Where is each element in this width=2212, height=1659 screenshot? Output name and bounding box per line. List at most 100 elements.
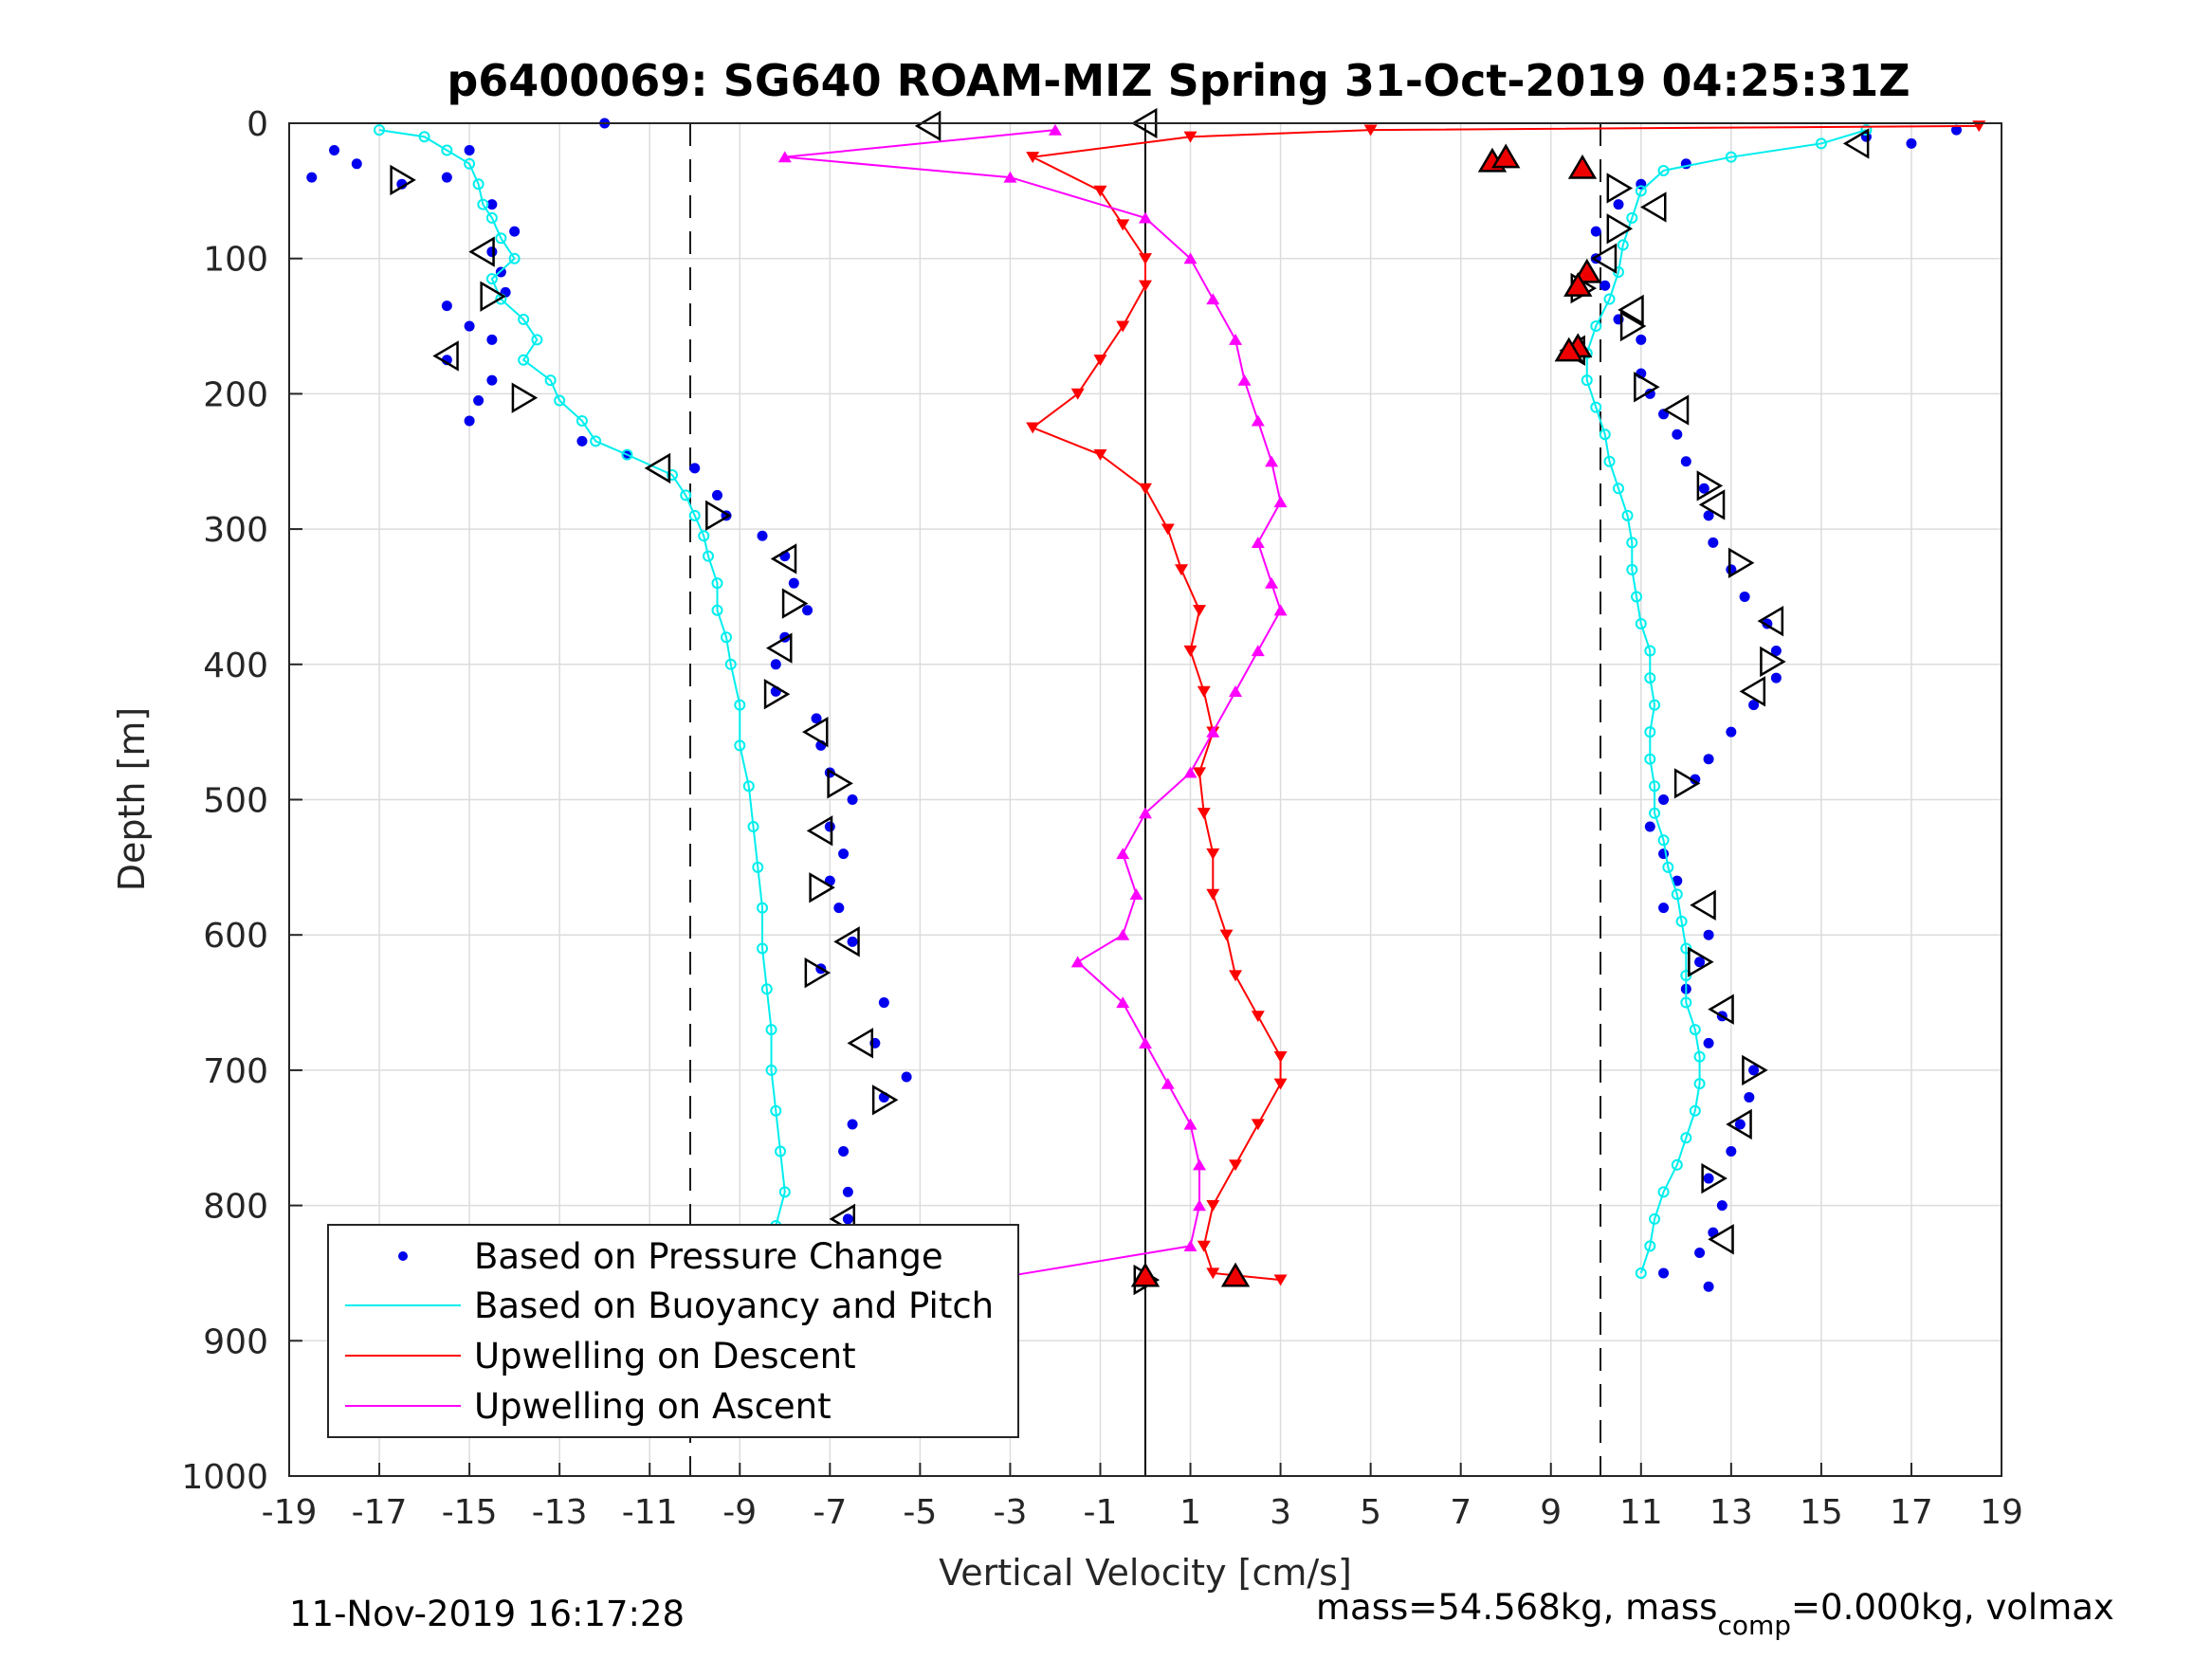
upwelling_ascent-point: [1193, 1199, 1207, 1212]
pressure-point: [847, 936, 858, 947]
open-triangle-marker: [1634, 372, 1660, 403]
upwelling_descent-point: [1229, 1159, 1243, 1172]
upwelling_descent-point: [1197, 808, 1211, 820]
pressure-point: [1734, 1119, 1746, 1130]
y-tick-label: 800: [203, 1188, 268, 1227]
open-triangle-marker: [781, 588, 809, 619]
pressure-point: [712, 489, 722, 501]
upwelling_ascent-point: [1116, 848, 1130, 860]
y-tick-label: 200: [203, 375, 268, 414]
buoyancy-point: [1680, 996, 1692, 1009]
pressure-point: [802, 605, 814, 616]
open-triangle-marker: [871, 1085, 899, 1116]
open-triangle-marker: [1739, 676, 1766, 707]
buoyancy-point: [472, 178, 484, 191]
pressure-point: [441, 301, 452, 312]
series-upwelling_ascent: [777, 123, 1288, 1282]
buoyancy-point: [734, 739, 746, 752]
pressure-point: [847, 1119, 858, 1130]
x-tick-label: -13: [532, 1493, 588, 1532]
x-axis-label: Vertical Velocity [cm/s]: [939, 1552, 1352, 1594]
buoyancy-point: [464, 157, 476, 170]
buoyancy-point: [441, 144, 453, 156]
buoyancy-point: [1693, 1078, 1706, 1090]
upwelling_ascent-point: [1183, 1240, 1197, 1252]
pressure-point: [689, 463, 701, 474]
buoyancy-point: [1671, 1158, 1683, 1171]
footer-timestamp: 11-Nov-2019 16:17:28: [289, 1594, 685, 1634]
pressure-point: [878, 997, 889, 1009]
x-tick-label: 7: [1450, 1493, 1472, 1532]
y-tick-label: 0: [247, 105, 268, 144]
upwelling_descent-point: [1273, 1051, 1288, 1063]
buoyancy-point: [531, 334, 543, 346]
buoyancy-point: [1860, 124, 1873, 137]
upwelling_ascent-point: [1193, 1158, 1207, 1171]
y-tick-label: 300: [203, 511, 268, 550]
pressure-point: [1672, 875, 1683, 886]
open-triangle-marker: [914, 110, 941, 142]
legend-label-ascent: Upwelling on Ascent: [474, 1386, 832, 1427]
y-tick-label: 400: [203, 647, 268, 685]
y-tick-label: 700: [203, 1052, 268, 1091]
x-tick-label: 11: [1619, 1493, 1663, 1532]
pressure-point: [509, 226, 521, 237]
buoyancy-point: [1626, 537, 1638, 549]
upwelling_descent-point: [1206, 1267, 1220, 1280]
x-tick-label: -11: [622, 1493, 678, 1532]
buoyancy-point: [1657, 834, 1670, 847]
buoyancy-point: [1649, 780, 1661, 793]
buoyancy-point: [680, 489, 692, 501]
upwelling_ascent-point: [1183, 1118, 1197, 1130]
buoyancy-point: [1689, 1104, 1701, 1117]
buoyancy-point: [1621, 509, 1634, 521]
pressure-point: [1906, 137, 1917, 149]
x-tick-label: 17: [1890, 1493, 1933, 1532]
x-tick-label: -17: [352, 1493, 408, 1532]
y-axis-label: Depth [m]: [111, 707, 153, 892]
open-triangle-marker: [765, 632, 793, 664]
upwelling_ascent-point: [1251, 537, 1265, 548]
buoyancy-point: [760, 983, 773, 995]
buoyancy-point: [1649, 1212, 1661, 1225]
upwelling_descent-point: [1229, 970, 1243, 982]
upwelling_ascent-point: [1139, 211, 1152, 224]
buoyancy-point: [752, 861, 764, 873]
open-triangle-marker: [827, 768, 853, 799]
pressure-point: [1613, 199, 1624, 210]
pressure-point: [1739, 591, 1750, 602]
pressure-point: [1658, 1267, 1670, 1279]
upwelling_descent-point: [1251, 1119, 1265, 1131]
buoyancy-point: [621, 448, 633, 461]
x-tick-label: -5: [903, 1493, 937, 1532]
x-tick-label: -15: [442, 1493, 498, 1532]
buoyancy-point: [1657, 1186, 1670, 1198]
open-triangle-marker: [1698, 489, 1726, 520]
x-tick-label: -1: [1084, 1493, 1118, 1532]
upwelling_descent-point: [1093, 449, 1107, 461]
pressure-point: [1748, 700, 1760, 711]
open-triangle-marker: [1662, 394, 1690, 426]
x-tick-label: -9: [722, 1493, 757, 1532]
upwelling_descent-point: [1183, 645, 1197, 657]
open-triangle-marker: [1606, 173, 1634, 204]
buoyancy-point: [576, 414, 588, 427]
series-upwelling_descent: [1026, 120, 1986, 1286]
upwelling_ascent-point: [1251, 414, 1265, 427]
buoyancy-point: [1603, 293, 1616, 305]
buoyancy-point: [418, 131, 430, 143]
buoyancy-point: [688, 509, 701, 521]
open-triangle-marker: [705, 500, 732, 532]
buoyancy-point: [554, 394, 566, 407]
buoyancy-point: [1626, 211, 1638, 224]
pressure-point: [1658, 794, 1670, 805]
filled-triangle-marker: [1563, 272, 1593, 297]
pressure-point: [486, 199, 498, 210]
pressure-point: [1703, 1173, 1714, 1184]
open-triangle-marker: [806, 815, 833, 847]
upwelling_descent-point: [1139, 280, 1152, 292]
mass-text-part-1: mass=54.568kg, mass: [1316, 1587, 1717, 1628]
upwelling_ascent-point: [1139, 807, 1152, 819]
buoyancy-point: [765, 1024, 777, 1036]
pressure-point: [842, 1186, 853, 1197]
